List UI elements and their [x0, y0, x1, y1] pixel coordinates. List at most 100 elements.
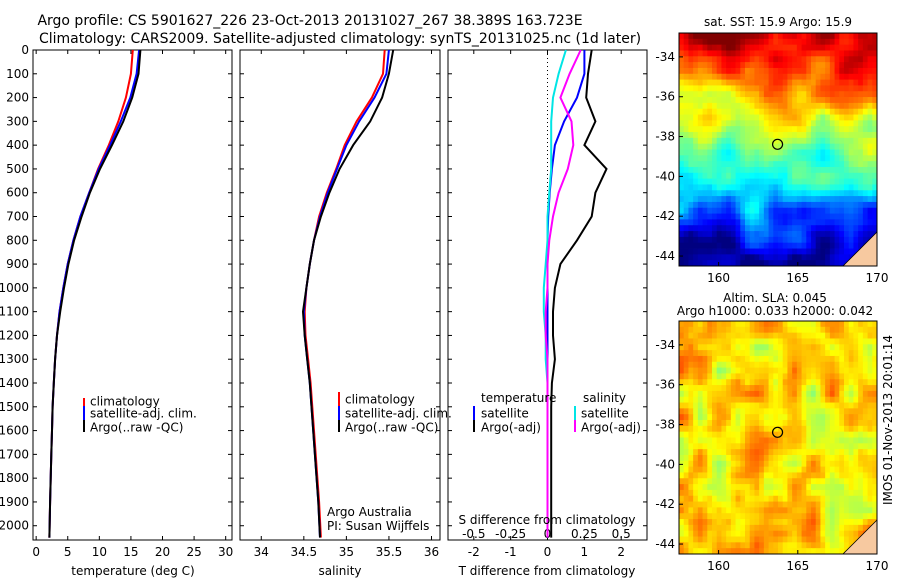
map-cell: [721, 126, 727, 133]
map-cell: [712, 373, 718, 380]
map-cell: [759, 472, 765, 479]
map-cell: [707, 248, 713, 255]
map-cell: [811, 85, 817, 92]
map-cell: [759, 225, 765, 232]
map-cell: [688, 338, 694, 345]
map-cell: [834, 484, 840, 491]
map-cell: [683, 466, 689, 473]
map-cell: [763, 97, 769, 104]
map-cell: [839, 350, 845, 357]
map-cell: [745, 472, 751, 479]
imos-timestamp: IMOS 01-Nov-2013 20:01:14: [881, 335, 895, 505]
map-cell: [796, 132, 802, 139]
map-cell: [839, 373, 845, 380]
map-cell: [702, 242, 708, 249]
map-cell: [806, 91, 812, 98]
map-cell: [792, 62, 798, 69]
map-cell: [848, 367, 854, 374]
map-cell: [872, 190, 878, 197]
map-cell: [872, 213, 878, 220]
map-cell: [806, 443, 812, 450]
map-cell: [773, 443, 779, 450]
map-cell: [815, 172, 821, 180]
map-cell: [730, 56, 736, 63]
map-cell: [815, 196, 821, 203]
map-cell: [754, 248, 760, 255]
map-cell: [872, 85, 878, 92]
map-cell: [773, 536, 779, 543]
map-cell: [702, 85, 708, 92]
map-cell: [683, 484, 689, 491]
map-cell: [726, 67, 732, 75]
map-cell: [844, 184, 850, 191]
map-cell: [712, 425, 718, 433]
map-cell: [773, 454, 779, 462]
map-cell: [839, 385, 845, 392]
map-cell: [862, 402, 868, 409]
map-cell: [726, 73, 732, 81]
map-cell: [697, 321, 703, 328]
map-cell: [726, 501, 732, 508]
map-cell: [707, 126, 713, 133]
map-cell: [759, 507, 765, 514]
map-cell: [848, 326, 854, 334]
map-cell: [806, 420, 812, 427]
map-cell: [825, 530, 831, 537]
map-cell: [712, 196, 718, 203]
map-cell: [839, 361, 845, 368]
map-cell: [801, 495, 807, 502]
map-cell: [688, 489, 694, 497]
map-cell: [749, 454, 755, 462]
map-cell: [730, 102, 736, 110]
map-cell: [839, 44, 845, 51]
map-cell: [740, 184, 746, 191]
map-cell: [801, 149, 807, 156]
map-cell: [862, 102, 868, 110]
map-cell: [730, 443, 736, 450]
map-cell: [820, 67, 826, 75]
map-cell: [811, 114, 817, 121]
map-cell: [792, 519, 798, 526]
map-cell: [763, 161, 769, 168]
map-cell: [721, 524, 727, 532]
map-cell: [707, 484, 713, 491]
map-cell: [792, 402, 798, 409]
map-cell: [740, 207, 746, 214]
map-cell: [763, 236, 769, 244]
map-cell: [806, 79, 812, 86]
map-cell: [693, 50, 699, 57]
map-cell: [844, 414, 850, 421]
map-cell: [697, 507, 703, 514]
map-cell: [872, 495, 878, 502]
map-cell: [796, 443, 802, 450]
map-cell: [726, 396, 732, 403]
map-cell: [834, 231, 840, 238]
map-cell: [792, 332, 798, 339]
map-cell: [763, 536, 769, 543]
map-cell: [773, 178, 779, 185]
map-cell: [683, 548, 689, 555]
map-cell: [735, 355, 741, 363]
map-cell: [839, 484, 845, 491]
map-cell: [763, 484, 769, 491]
map-cell: [844, 431, 850, 438]
map-cell: [768, 548, 774, 555]
map-cell: [683, 225, 689, 232]
map-cell: [858, 326, 864, 334]
map-cell: [740, 91, 746, 98]
map-cell: [683, 530, 689, 537]
map-cell: [787, 91, 793, 98]
map-cell: [834, 137, 840, 145]
map-cell: [792, 161, 798, 168]
map-cell: [730, 420, 736, 427]
map-cell: [754, 178, 760, 185]
map-cell: [815, 338, 821, 345]
map-cell: [839, 149, 845, 156]
map-cell: [867, 126, 873, 133]
map-cell: [679, 126, 685, 133]
map-cell: [844, 437, 850, 444]
depth-tick-label: 700: [6, 210, 29, 224]
map-cell: [839, 132, 845, 139]
map-cell: [773, 396, 779, 403]
map-cell: [867, 50, 873, 57]
